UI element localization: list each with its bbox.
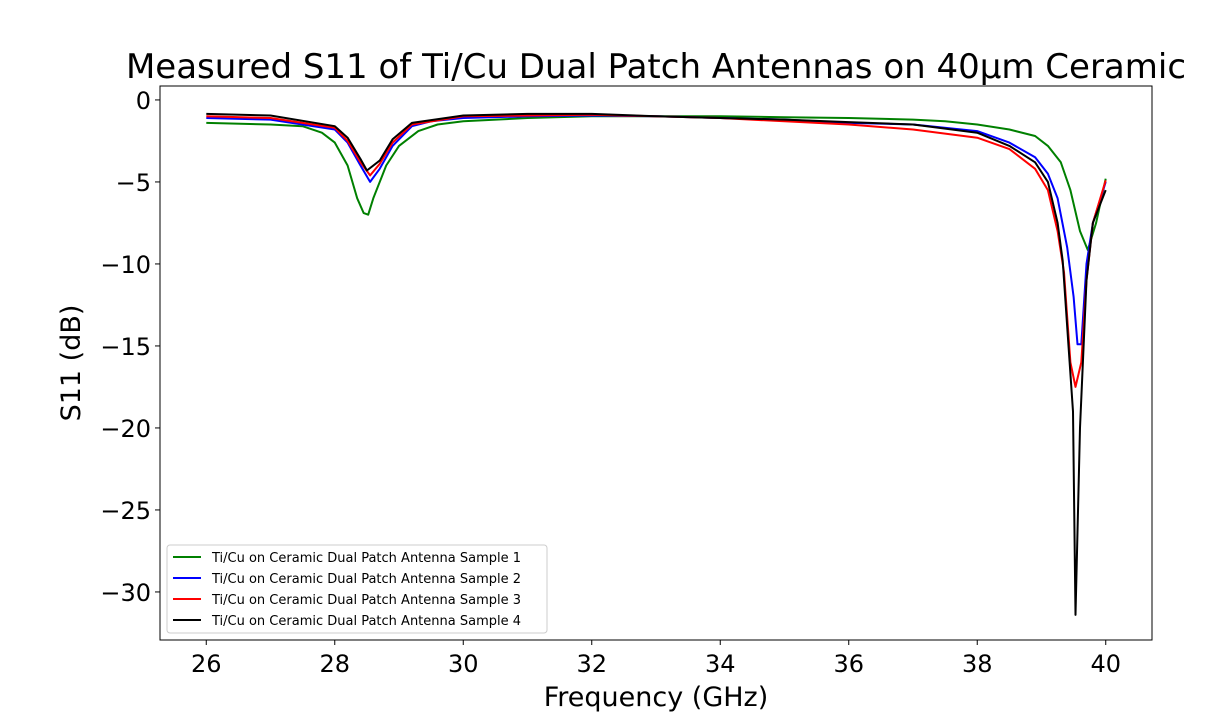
series-line-sample-2 — [206, 114, 1107, 346]
legend-label-sample-2: Ti/Cu on Ceramic Dual Patch Antenna Samp… — [211, 572, 521, 587]
y-tick-label: −5 — [116, 169, 151, 197]
x-axis: 26 28 30 32 34 36 38 40 — [191, 640, 1121, 678]
legend-label-sample-1: Ti/Cu on Ceramic Dual Patch Antenna Samp… — [211, 551, 521, 566]
plot-area — [159, 85, 1153, 641]
y-tick-label: −25 — [100, 497, 151, 525]
y-tick-label: −10 — [100, 251, 151, 279]
series-line-sample-4 — [206, 112, 1107, 616]
chart-title: Measured S11 of Ti/Cu Dual Patch Antenna… — [126, 47, 1186, 87]
x-tick-label: 26 — [191, 650, 222, 678]
y-tick-label: −30 — [100, 579, 151, 607]
x-tick-label: 38 — [962, 650, 993, 678]
legend-box — [166, 544, 548, 634]
legend: Ti/Cu on Ceramic Dual Patch Antenna Samp… — [166, 544, 548, 634]
y-tick-label: 0 — [136, 87, 151, 115]
y-tick-label: −20 — [100, 415, 151, 443]
x-tick-label: 36 — [833, 650, 864, 678]
x-tick-label: 40 — [1090, 650, 1121, 678]
x-axis-label: Frequency (GHz) — [544, 682, 769, 713]
legend-label-sample-4: Ti/Cu on Ceramic Dual Patch Antenna Samp… — [211, 614, 521, 629]
x-tick-label: 34 — [705, 650, 736, 678]
y-axis: 0 −5 −10 −15 −20 −25 −30 — [100, 87, 160, 607]
x-tick-label: 32 — [576, 650, 607, 678]
plot-frame — [159, 85, 1153, 641]
y-axis-label: S11 (dB) — [56, 305, 87, 422]
x-tick-label: 30 — [448, 650, 479, 678]
y-tick-label: −15 — [100, 333, 151, 361]
x-tick-label: 28 — [319, 650, 350, 678]
legend-label-sample-3: Ti/Cu on Ceramic Dual Patch Antenna Samp… — [211, 593, 521, 608]
